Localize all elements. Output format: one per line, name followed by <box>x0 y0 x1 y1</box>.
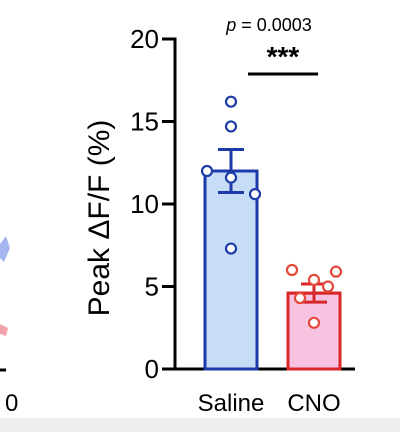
x-tick-label: Saline <box>198 390 265 417</box>
partial-red-trace <box>0 324 8 336</box>
data-point <box>224 95 238 108</box>
x-axis-labels: Saline CNO <box>198 390 341 417</box>
data-points <box>200 95 343 329</box>
y-tick-label: 20 <box>130 24 159 54</box>
data-point <box>224 171 238 184</box>
p-symbol: p <box>225 15 236 35</box>
bar-saline <box>203 169 259 371</box>
data-point <box>200 164 214 178</box>
y-tick-label: 10 <box>130 189 159 219</box>
x-tick-label: CNO <box>287 390 340 417</box>
y-tick-label: 5 <box>145 272 159 302</box>
data-point <box>307 273 321 286</box>
partial-left-panel: 0 <box>0 236 18 417</box>
significance-stars: *** <box>267 41 300 72</box>
y-axis-label: Peak ΔF/F (%) <box>83 120 116 317</box>
bottom-strip <box>0 418 400 432</box>
data-point <box>293 291 307 305</box>
data-point <box>248 188 262 201</box>
bar-cno <box>286 291 342 371</box>
y-tick-label: 15 <box>130 107 159 137</box>
bars <box>203 169 342 371</box>
p-value: = 0.0003 <box>236 15 312 35</box>
data-point <box>321 280 335 293</box>
data-point <box>285 263 299 277</box>
partial-axis-tick-label: 0 <box>5 390 18 417</box>
significance-annotation: p = 0.0003 *** <box>225 15 318 76</box>
y-tick-label: 0 <box>145 354 159 384</box>
data-point <box>329 265 343 278</box>
partial-blue-trace <box>0 236 10 262</box>
data-point <box>224 242 238 255</box>
p-value-label: p = 0.0003 <box>225 15 312 35</box>
data-point <box>307 316 321 329</box>
data-point <box>224 120 238 133</box>
